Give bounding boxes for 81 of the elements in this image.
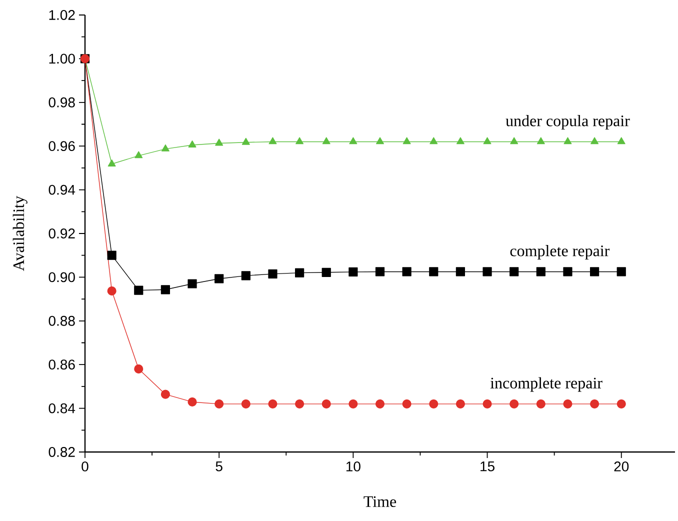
y-tick-label: 0.84 [48,403,76,414]
point [188,397,197,407]
point [482,267,492,276]
point [134,286,144,295]
y-tick-label: 0.82 [48,447,75,457]
x-axis-title: Time [364,496,396,508]
point [241,271,250,280]
point [510,399,519,408]
point [536,399,546,408]
point [456,399,466,408]
point [160,390,170,399]
x-tick-label: 10 [346,462,360,472]
x-tick-label: 5 [216,462,222,472]
point [188,279,197,288]
point [241,399,250,408]
point [348,267,358,276]
point [214,274,224,284]
point [322,137,330,144]
y-tick-label: 0.90 [48,272,75,282]
point [563,267,572,276]
point [134,364,144,374]
point [215,138,224,146]
point [590,399,600,408]
x-tick-label: 15 [480,462,494,472]
point [107,250,116,260]
annotation: complete repair [510,245,610,260]
point [375,399,385,408]
point [616,267,626,276]
point [295,268,304,278]
y-tick-label: 0.98 [48,97,75,108]
point [268,137,277,144]
point [214,399,224,408]
point [295,399,304,408]
point [456,137,464,144]
y-axis-title: Availability [12,196,28,271]
point [536,267,546,276]
annotation: incomplete repair [490,377,602,392]
point [242,138,250,145]
y-tick-label: 0.88 [48,316,75,326]
point [108,159,116,166]
point [322,399,331,408]
point [510,267,519,276]
point [348,399,358,408]
point [268,399,278,408]
y-tick-label: 0.94 [48,184,76,195]
point [134,151,143,158]
x-tick-label: 0 [82,462,88,472]
y-tick-label: 0.86 [48,360,75,370]
point [430,137,438,144]
point [107,286,116,296]
y-tick-label: 1.02 [49,10,75,20]
annotation: under copula repair [506,115,630,130]
point [375,267,385,276]
point [296,137,304,144]
point [616,399,626,408]
point [160,285,170,294]
point [161,144,170,152]
point [322,268,331,277]
point [456,267,466,276]
y-tick-label: 0.96 [48,141,75,152]
point [268,269,278,278]
point [617,137,626,144]
point [590,267,600,276]
point [482,399,492,408]
x-tick-label: 20 [614,462,629,472]
point [564,137,572,144]
point [536,137,545,144]
y-tick-label: 0.92 [48,228,75,238]
point [429,399,438,408]
point [188,140,196,148]
point [563,399,572,408]
point [376,137,384,144]
point [429,267,438,276]
point [402,137,411,144]
point [483,137,492,144]
point [510,137,518,144]
point [349,137,358,144]
point [402,267,412,276]
point [402,399,412,408]
point [590,137,599,144]
y-tick-label: 1.00 [49,54,75,64]
